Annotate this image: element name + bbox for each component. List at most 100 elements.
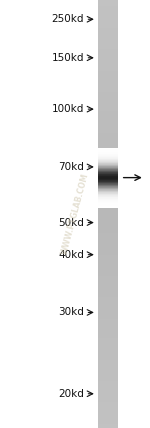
FancyBboxPatch shape: [98, 186, 118, 187]
FancyBboxPatch shape: [98, 184, 118, 186]
FancyBboxPatch shape: [98, 302, 118, 304]
FancyBboxPatch shape: [98, 199, 118, 200]
FancyBboxPatch shape: [98, 193, 118, 195]
FancyBboxPatch shape: [98, 51, 118, 54]
FancyBboxPatch shape: [98, 185, 118, 186]
FancyBboxPatch shape: [98, 370, 118, 372]
FancyBboxPatch shape: [98, 300, 118, 302]
FancyBboxPatch shape: [98, 357, 118, 360]
FancyBboxPatch shape: [98, 81, 118, 83]
Text: 20kd: 20kd: [58, 389, 84, 399]
FancyBboxPatch shape: [98, 88, 118, 90]
FancyBboxPatch shape: [98, 270, 118, 272]
FancyBboxPatch shape: [98, 293, 118, 295]
FancyBboxPatch shape: [98, 368, 118, 370]
FancyBboxPatch shape: [98, 0, 118, 2]
FancyBboxPatch shape: [98, 214, 118, 216]
FancyBboxPatch shape: [98, 265, 118, 268]
FancyBboxPatch shape: [98, 137, 118, 139]
FancyBboxPatch shape: [98, 287, 118, 289]
Text: 100kd: 100kd: [52, 104, 84, 114]
FancyBboxPatch shape: [98, 126, 118, 128]
FancyBboxPatch shape: [98, 259, 118, 261]
FancyBboxPatch shape: [98, 118, 118, 120]
FancyBboxPatch shape: [98, 2, 118, 4]
FancyBboxPatch shape: [98, 154, 118, 156]
FancyBboxPatch shape: [98, 422, 118, 424]
FancyBboxPatch shape: [98, 218, 118, 220]
FancyBboxPatch shape: [98, 285, 118, 287]
FancyBboxPatch shape: [98, 162, 118, 163]
FancyBboxPatch shape: [98, 197, 118, 199]
FancyBboxPatch shape: [98, 165, 118, 167]
Text: 70kd: 70kd: [58, 162, 84, 172]
FancyBboxPatch shape: [98, 98, 118, 101]
FancyBboxPatch shape: [98, 9, 118, 11]
FancyBboxPatch shape: [98, 11, 118, 13]
Text: 150kd: 150kd: [51, 53, 84, 63]
FancyBboxPatch shape: [98, 248, 118, 250]
FancyBboxPatch shape: [98, 394, 118, 396]
FancyBboxPatch shape: [98, 240, 118, 242]
FancyBboxPatch shape: [98, 113, 118, 116]
FancyBboxPatch shape: [98, 15, 118, 17]
FancyBboxPatch shape: [98, 160, 118, 163]
FancyBboxPatch shape: [98, 205, 118, 206]
FancyBboxPatch shape: [98, 155, 118, 156]
FancyBboxPatch shape: [98, 4, 118, 6]
FancyBboxPatch shape: [98, 13, 118, 15]
FancyBboxPatch shape: [98, 362, 118, 364]
FancyBboxPatch shape: [98, 203, 118, 204]
FancyBboxPatch shape: [98, 107, 118, 109]
FancyBboxPatch shape: [98, 244, 118, 246]
FancyBboxPatch shape: [98, 192, 118, 193]
FancyBboxPatch shape: [98, 274, 118, 276]
FancyBboxPatch shape: [98, 205, 118, 208]
FancyBboxPatch shape: [98, 64, 118, 66]
FancyBboxPatch shape: [98, 178, 118, 179]
FancyBboxPatch shape: [98, 379, 118, 381]
FancyBboxPatch shape: [98, 58, 118, 60]
FancyBboxPatch shape: [98, 419, 118, 422]
FancyBboxPatch shape: [98, 199, 118, 201]
FancyBboxPatch shape: [98, 398, 118, 400]
FancyBboxPatch shape: [98, 158, 118, 160]
FancyBboxPatch shape: [98, 92, 118, 94]
FancyBboxPatch shape: [98, 158, 118, 159]
FancyBboxPatch shape: [98, 225, 118, 227]
FancyBboxPatch shape: [98, 152, 118, 153]
FancyBboxPatch shape: [98, 374, 118, 377]
FancyBboxPatch shape: [98, 381, 118, 383]
FancyBboxPatch shape: [98, 17, 118, 19]
FancyBboxPatch shape: [98, 169, 118, 171]
FancyBboxPatch shape: [98, 159, 118, 160]
FancyBboxPatch shape: [98, 160, 118, 161]
FancyBboxPatch shape: [98, 195, 118, 197]
FancyBboxPatch shape: [98, 19, 118, 21]
FancyBboxPatch shape: [98, 116, 118, 118]
Text: 30kd: 30kd: [58, 307, 84, 318]
FancyBboxPatch shape: [98, 297, 118, 300]
FancyBboxPatch shape: [98, 409, 118, 411]
FancyBboxPatch shape: [98, 402, 118, 404]
FancyBboxPatch shape: [98, 188, 118, 190]
FancyBboxPatch shape: [98, 202, 118, 203]
FancyBboxPatch shape: [98, 146, 118, 148]
FancyBboxPatch shape: [98, 312, 118, 315]
FancyBboxPatch shape: [98, 124, 118, 126]
FancyBboxPatch shape: [98, 71, 118, 73]
FancyBboxPatch shape: [98, 407, 118, 409]
FancyBboxPatch shape: [98, 415, 118, 417]
FancyBboxPatch shape: [98, 75, 118, 77]
FancyBboxPatch shape: [98, 128, 118, 131]
FancyBboxPatch shape: [98, 220, 118, 223]
FancyBboxPatch shape: [98, 280, 118, 282]
FancyBboxPatch shape: [98, 152, 118, 154]
FancyBboxPatch shape: [98, 181, 118, 182]
FancyBboxPatch shape: [98, 424, 118, 426]
FancyBboxPatch shape: [98, 229, 118, 231]
FancyBboxPatch shape: [98, 66, 118, 68]
FancyBboxPatch shape: [98, 340, 118, 342]
FancyBboxPatch shape: [98, 171, 118, 172]
FancyBboxPatch shape: [98, 189, 118, 190]
